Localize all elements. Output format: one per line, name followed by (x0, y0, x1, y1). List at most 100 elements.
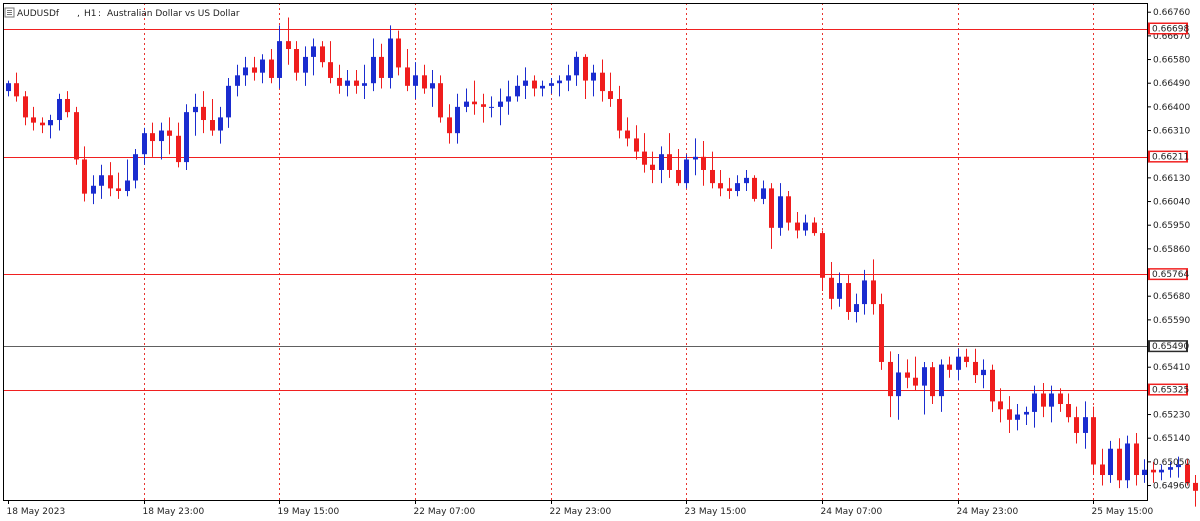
x-tick-label: 22 May 23:00 (550, 507, 612, 517)
bear-candle-body (532, 80, 537, 89)
x-tick-label: 22 May 07:00 (414, 507, 476, 517)
x-tick-label: 18 May 2023 (7, 507, 66, 517)
bull-candle-body (1176, 464, 1181, 468)
bear-candle-body (1074, 417, 1079, 433)
bear-candle-body (447, 117, 452, 134)
bear-candle-body (108, 175, 113, 189)
y-tick-label: 0.66670 (1153, 32, 1190, 42)
bear-candle-body (328, 62, 333, 78)
bull-candle-body (744, 177, 749, 184)
bear-candle-body (710, 169, 715, 184)
bear-candle-body (422, 75, 427, 89)
y-tick-label: 0.65590 (1153, 316, 1190, 326)
bull-candle-body (362, 83, 367, 86)
bull-candle-body (778, 196, 783, 228)
bear-candle-body (150, 133, 155, 142)
bear-candle-body (812, 222, 817, 234)
level-price-label: 0.65764 (1152, 270, 1189, 280)
bear-candle-body (31, 117, 36, 123)
bear-candle-body (1007, 409, 1012, 420)
bear-candle-body (879, 304, 884, 362)
bull-candle-body (1142, 469, 1147, 476)
bull-candle-body (557, 80, 562, 84)
price-axis[interactable]: 0.66760 0.66670 0.66580 0.66490 0.66400 0.663… (1147, 8, 1190, 492)
bear-candle-body (820, 233, 825, 278)
horizontal-levels[interactable] (3, 29, 1147, 391)
bear-candle-body (176, 135, 181, 163)
y-tick-label: 0.66040 (1153, 198, 1190, 208)
bear-candle-body (1041, 393, 1046, 407)
bull-candle-body (566, 75, 571, 81)
bear-candle-body (14, 83, 19, 97)
y-tick-label: 0.65140 (1153, 434, 1190, 444)
bear-candle-body (1193, 482, 1198, 491)
bull-candle-body (803, 222, 808, 231)
bull-candle-body (489, 106, 494, 108)
bear-candle-body (752, 177, 757, 199)
y-tick-label: 0.66490 (1153, 79, 1190, 89)
bull-candle-body (659, 154, 664, 170)
bull-candle-body (1024, 411, 1029, 415)
bear-candle-body (871, 280, 876, 305)
bear-candle-body (608, 91, 613, 99)
bull-candle-body (1083, 417, 1088, 433)
bull-candle-body (506, 96, 511, 102)
bear-candle-body (990, 369, 995, 402)
bull-candle-body (159, 130, 164, 142)
bull-candle-body (837, 283, 842, 299)
level-price-tag-inner (1150, 24, 1186, 34)
chart-symbol-separator: , (77, 9, 80, 19)
bear-candle-body (1134, 443, 1139, 476)
bear-candle-body (634, 138, 639, 152)
candles (6, 17, 1198, 507)
bull-candle-body (142, 133, 147, 155)
y-tick-label: 0.65050 (1153, 458, 1190, 468)
bull-candle-body (498, 101, 503, 107)
bear-candle-body (676, 169, 681, 184)
y-tick-label: 0.66310 (1153, 127, 1190, 137)
level-price-tag-inner (1150, 385, 1186, 395)
bull-candle-body (591, 72, 596, 81)
bear-candle-body (294, 49, 299, 73)
current-price-tag-inner (1150, 341, 1186, 351)
bear-candle-body (930, 367, 935, 397)
bull-candle-body (1032, 393, 1037, 412)
bull-candle-body (6, 83, 11, 92)
bull-candle-body (311, 46, 316, 57)
x-tick-label: 24 May 23:00 (957, 507, 1019, 517)
x-tick-label: 18 May 23:00 (143, 507, 205, 517)
bear-candle-body (481, 104, 486, 107)
chart-timeframe-separator: : (98, 9, 101, 19)
bull-candle-body (91, 185, 96, 194)
bear-candle-body (269, 59, 274, 78)
x-tick-label: 23 May 15:00 (685, 507, 747, 517)
time-axis[interactable]: 18 May 2023 18 May 23:00 19 May 15:00 22 Ma… (7, 500, 1200, 517)
level-price-tag-inner (1150, 152, 1186, 162)
bear-candle-body (23, 96, 28, 118)
bear-candle-body (769, 188, 774, 228)
bear-candle-body (947, 364, 952, 370)
bull-candle-body (345, 80, 350, 86)
bear-candle-body (905, 372, 910, 378)
bull-candle-body (549, 83, 554, 86)
bear-candle-body (701, 156, 706, 170)
bear-candle-body (786, 196, 791, 223)
bull-candle-body (523, 80, 528, 86)
bear-candle-body (913, 377, 918, 386)
bull-candle-body (235, 75, 240, 86)
bear-candle-body (438, 83, 443, 118)
x-tick-label: 19 May 15:00 (278, 507, 340, 517)
y-tick-label: 0.64960 (1153, 482, 1190, 492)
bull-candle-body (57, 98, 62, 121)
bull-candle-body (1015, 414, 1020, 420)
bull-candle-body (243, 67, 248, 76)
bull-candle-body (277, 41, 282, 78)
bull-candle-body (574, 56, 579, 76)
level-price-label: 0.65325 (1152, 386, 1189, 396)
symbol-menu-icon[interactable] (4, 7, 15, 18)
bear-candle-body (617, 98, 622, 131)
bull-candle-body (125, 180, 130, 192)
bear-candle-body (973, 361, 978, 376)
bull-candle-body (455, 106, 460, 134)
